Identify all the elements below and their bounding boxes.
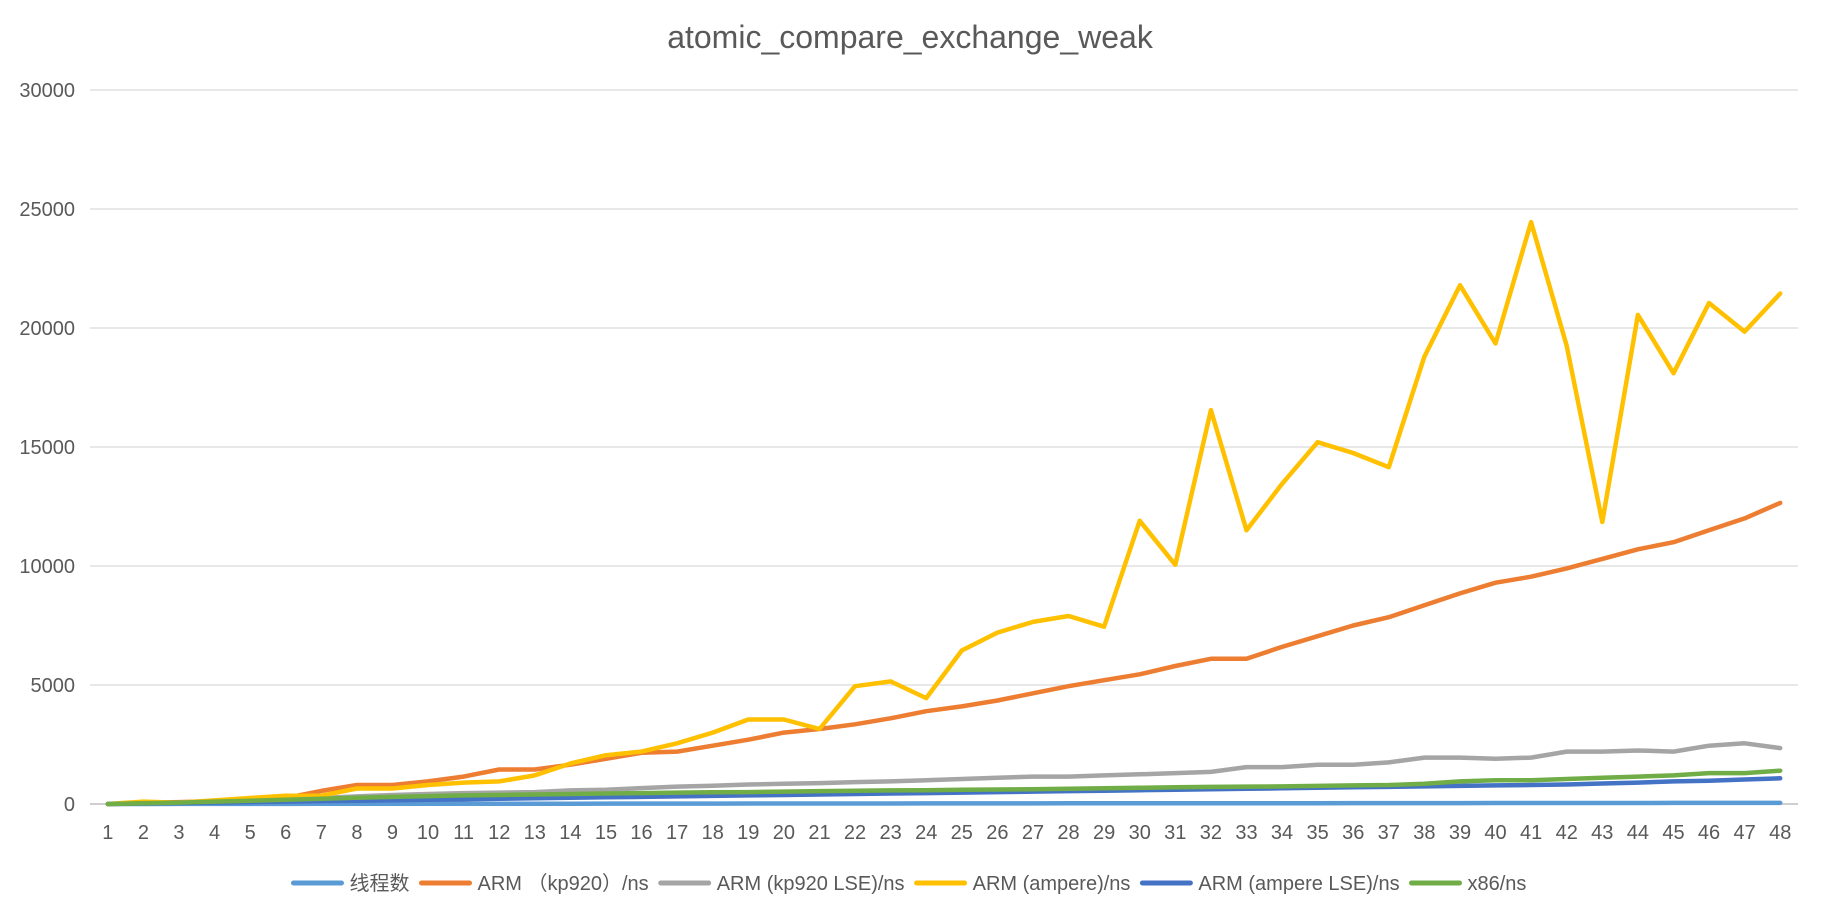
y-tick-label: 5000 — [31, 675, 76, 697]
x-tick-label: 38 — [1413, 822, 1435, 844]
x-tick-label: 32 — [1200, 822, 1222, 844]
x-tick-label: 12 — [488, 822, 510, 844]
legend-item-2: ARM (kp920 LSE)/ns — [658, 873, 905, 895]
y-tick-label: 20000 — [19, 318, 75, 340]
y-tick-label: 0 — [64, 794, 75, 816]
x-tick-label: 31 — [1164, 822, 1186, 844]
legend-item-5: x86/ns — [1409, 873, 1527, 895]
x-tick-label: 26 — [986, 822, 1008, 844]
x-tick-label: 14 — [559, 822, 581, 844]
x-tick-label: 9 — [387, 822, 398, 844]
x-tick-label: 15 — [595, 822, 617, 844]
legend-label-4: ARM (ampere LSE)/ns — [1198, 873, 1399, 895]
y-tick-label: 25000 — [19, 199, 75, 221]
x-tick-label: 47 — [1734, 822, 1756, 844]
x-tick-label: 17 — [666, 822, 688, 844]
y-tick-label: 10000 — [19, 556, 75, 578]
legend-item-3: ARM (ampere)/ns — [914, 873, 1131, 895]
legend-label-1: ARM （kp920）/ns — [478, 872, 649, 895]
x-tick-label: 37 — [1378, 822, 1400, 844]
legend-item-4: ARM (ampere LSE)/ns — [1139, 873, 1400, 895]
series-line-4 — [105, 776, 1783, 807]
series-line-1 — [105, 500, 1783, 807]
y-tick-label: 30000 — [19, 80, 75, 102]
x-tick-label: 23 — [880, 822, 902, 844]
x-tick-label: 11 — [453, 822, 474, 844]
x-tick-label: 30 — [1129, 822, 1151, 844]
x-tick-label: 25 — [951, 822, 973, 844]
legend-item-1: ARM （kp920）/ns — [419, 872, 649, 895]
legend-item-0: 线程数 — [291, 872, 410, 895]
x-tick-label: 48 — [1769, 822, 1791, 844]
x-tick-label: 27 — [1022, 822, 1044, 844]
x-tick-label: 20 — [773, 822, 795, 844]
legend-label-5: x86/ns — [1468, 873, 1527, 895]
x-tick-label: 44 — [1627, 822, 1649, 844]
x-tick-label: 8 — [351, 822, 362, 844]
y-tick-label: 15000 — [19, 437, 75, 459]
x-tick-label: 13 — [524, 822, 546, 844]
series-line-0 — [105, 800, 1783, 807]
x-tick-label: 39 — [1449, 822, 1471, 844]
x-tick-label: 40 — [1484, 822, 1506, 844]
x-tick-label: 35 — [1307, 822, 1329, 844]
x-tick-label: 18 — [702, 822, 724, 844]
x-tick-label: 28 — [1057, 822, 1079, 844]
x-tick-label: 16 — [630, 822, 652, 844]
series-line-3 — [105, 219, 1783, 807]
chart-title: atomic_compare_exchange_weak — [667, 19, 1154, 55]
x-tick-label: 10 — [417, 822, 439, 844]
x-tick-label: 4 — [209, 822, 220, 844]
x-tick-label: 41 — [1520, 822, 1542, 844]
x-tick-label: 24 — [915, 822, 937, 844]
series-line-5 — [105, 768, 1783, 807]
x-tick-label: 36 — [1342, 822, 1364, 844]
legend-label-0: 线程数 — [350, 872, 410, 895]
x-tick-label: 2 — [138, 822, 149, 844]
legend: 线程数 ARM （kp920）/ns ARM (kp920 LSE)/ns ARM (… — [291, 872, 1527, 895]
x-tick-label: 21 — [808, 822, 830, 844]
x-tick-label: 3 — [173, 822, 184, 844]
legend-label-3: ARM (ampere)/ns — [973, 873, 1131, 895]
x-tick-label: 46 — [1698, 822, 1720, 844]
x-tick-label: 33 — [1235, 822, 1257, 844]
x-axis-tick-labels: 1 2 3 4 5 6 7 8 9 10 11 12 13 14 15 16 17 18 19 20 21 22 23 24 2… — [102, 822, 1791, 844]
legend-label-2: ARM (kp920 LSE)/ns — [717, 873, 905, 895]
series-lines — [105, 219, 1783, 807]
x-tick-label: 42 — [1556, 822, 1578, 844]
x-tick-label: 19 — [737, 822, 759, 844]
x-tick-label: 1 — [102, 822, 113, 844]
x-tick-label: 5 — [245, 822, 256, 844]
y-axis-tick-labels: 0 5000 10000 15000 20000 25000 30000 — [19, 80, 75, 816]
x-tick-label: 6 — [280, 822, 291, 844]
x-tick-label: 45 — [1662, 822, 1684, 844]
x-tick-label: 43 — [1591, 822, 1613, 844]
x-tick-label: 34 — [1271, 822, 1293, 844]
x-tick-label: 29 — [1093, 822, 1115, 844]
x-tick-label: 22 — [844, 822, 866, 844]
x-tick-label: 7 — [316, 822, 327, 844]
